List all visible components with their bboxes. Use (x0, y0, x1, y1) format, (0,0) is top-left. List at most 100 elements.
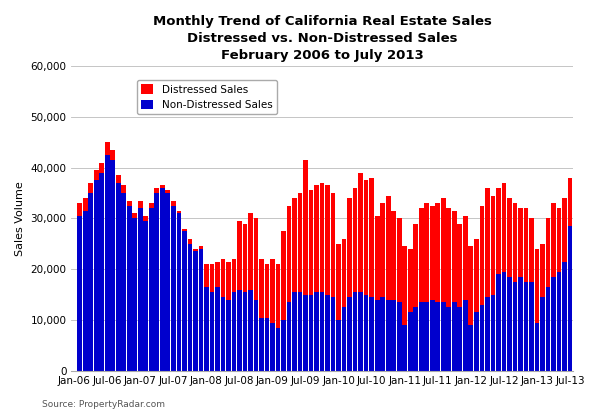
Bar (248, 290, 253, 371)
Bar (331, 297, 335, 371)
Bar (358, 173, 363, 292)
Bar (391, 300, 396, 371)
Bar (496, 188, 501, 274)
Bar (540, 297, 545, 371)
Bar (342, 239, 346, 308)
Bar (171, 206, 176, 371)
Bar (149, 203, 154, 208)
Bar (193, 252, 198, 371)
Bar (502, 272, 506, 371)
Bar (491, 196, 495, 295)
Bar (116, 175, 121, 183)
Bar (320, 292, 325, 371)
Bar (182, 231, 187, 371)
Bar (529, 282, 534, 371)
Bar (275, 328, 280, 371)
Bar (452, 211, 457, 302)
Bar (457, 224, 462, 308)
Bar (226, 300, 231, 371)
Bar (325, 185, 330, 295)
Bar (204, 287, 209, 371)
Bar (364, 180, 368, 295)
Bar (199, 246, 203, 249)
Bar (221, 297, 225, 371)
Bar (121, 185, 126, 193)
Bar (242, 292, 247, 371)
Bar (254, 300, 259, 371)
Bar (143, 216, 148, 221)
Title: Monthly Trend of California Real Estate Sales
Distressed vs. Non-Distressed Sale: Monthly Trend of California Real Estate … (152, 15, 491, 62)
Bar (413, 308, 418, 371)
Bar (88, 193, 93, 371)
Bar (143, 221, 148, 371)
Bar (342, 308, 346, 371)
Bar (370, 178, 374, 297)
Bar (121, 193, 126, 371)
Bar (436, 302, 440, 371)
Bar (188, 244, 192, 371)
Bar (116, 183, 121, 371)
Bar (491, 295, 495, 371)
Bar (336, 244, 341, 320)
Bar (248, 213, 253, 290)
Bar (265, 317, 269, 371)
Bar (193, 249, 198, 252)
Bar (403, 246, 407, 325)
Bar (358, 292, 363, 371)
Bar (265, 264, 269, 317)
Bar (105, 142, 110, 155)
Bar (287, 206, 292, 302)
Bar (370, 297, 374, 371)
Bar (568, 178, 572, 226)
Bar (94, 180, 98, 371)
Bar (452, 302, 457, 371)
Bar (138, 201, 143, 208)
Bar (133, 218, 137, 371)
Bar (105, 155, 110, 371)
Bar (380, 297, 385, 371)
Bar (375, 216, 380, 300)
Bar (133, 213, 137, 218)
Bar (446, 308, 451, 371)
Bar (209, 292, 214, 371)
Bar (485, 297, 490, 371)
Bar (413, 224, 418, 308)
Bar (419, 302, 424, 371)
Bar (325, 295, 330, 371)
Bar (77, 203, 82, 216)
Bar (424, 203, 429, 302)
Bar (309, 295, 313, 371)
Bar (309, 191, 313, 295)
Bar (557, 208, 562, 272)
Bar (298, 193, 302, 292)
Bar (364, 295, 368, 371)
Bar (463, 300, 467, 371)
Bar (149, 208, 154, 371)
Bar (535, 323, 539, 371)
Bar (331, 193, 335, 297)
Bar (83, 211, 88, 371)
Bar (551, 277, 556, 371)
Bar (446, 208, 451, 308)
Bar (303, 160, 308, 295)
Bar (292, 292, 297, 371)
Bar (375, 300, 380, 371)
Bar (518, 208, 523, 277)
Bar (221, 259, 225, 297)
Bar (512, 203, 517, 282)
Bar (463, 216, 467, 300)
Bar (507, 198, 512, 277)
Bar (100, 173, 104, 371)
Bar (298, 292, 302, 371)
Bar (479, 206, 484, 305)
Bar (397, 218, 401, 302)
Bar (441, 198, 446, 302)
Bar (215, 287, 220, 371)
Bar (441, 302, 446, 371)
Bar (408, 249, 413, 312)
Bar (540, 244, 545, 297)
Bar (226, 262, 231, 300)
Bar (424, 302, 429, 371)
Bar (314, 185, 319, 292)
Bar (154, 188, 159, 193)
